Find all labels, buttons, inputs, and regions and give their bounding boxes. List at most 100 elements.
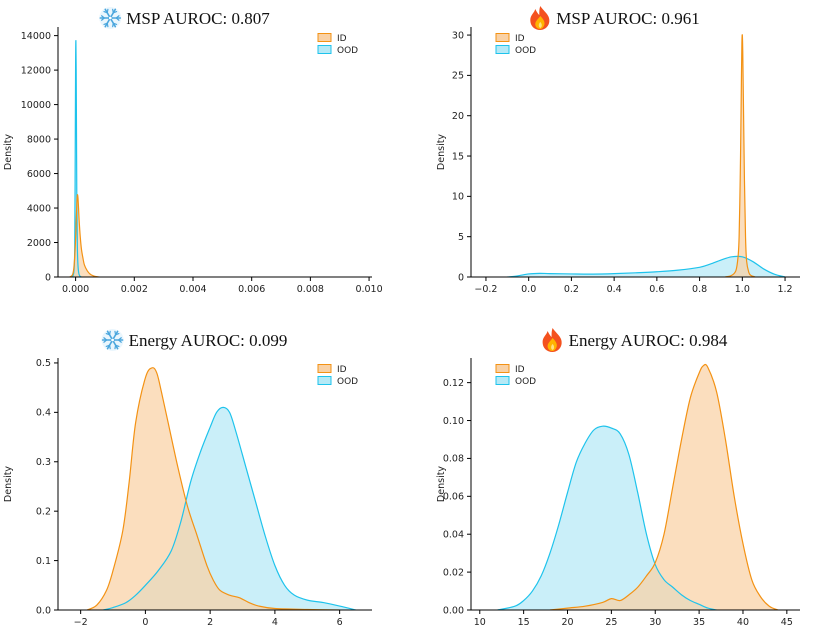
legend-label-id: ID bbox=[515, 365, 525, 375]
density-fill-id bbox=[549, 364, 779, 610]
y-tick-label: 14000 bbox=[21, 31, 51, 42]
y-axis-label: Density bbox=[436, 466, 447, 502]
fire-icon bbox=[542, 328, 562, 352]
y-tick-label: 0.02 bbox=[443, 567, 464, 578]
x-tick-label: 6 bbox=[337, 617, 343, 628]
x-tick-label: 30 bbox=[649, 617, 661, 628]
x-tick-label: 0.004 bbox=[179, 284, 206, 295]
y-tick-label: 10000 bbox=[21, 100, 51, 111]
chart-title-text: MSP AUROC: 0.961 bbox=[556, 9, 699, 28]
legend-label-id: ID bbox=[515, 34, 525, 44]
chart-panel-4: 10 15 20 25 30 35 40 45 0.00 0.02 0.04 0.06 0.08 0.10… bbox=[436, 328, 800, 628]
legend-swatch-id bbox=[495, 364, 510, 373]
x-tick-label: 25 bbox=[605, 617, 617, 628]
y-tick-label: 15 bbox=[452, 151, 464, 162]
x-tick-label: 1.0 bbox=[735, 284, 750, 295]
x-tick-label: 0.8 bbox=[692, 284, 707, 295]
x-tick-label: 1.2 bbox=[777, 284, 792, 295]
y-tick-label: 0.04 bbox=[443, 530, 464, 541]
density-line-ood bbox=[103, 406, 356, 610]
x-tick-label: 45 bbox=[781, 617, 793, 628]
legend-label-ood: OOD bbox=[515, 377, 536, 387]
legend-swatch-id bbox=[317, 33, 332, 42]
chart-title: Energy AUROC: 0.099 bbox=[101, 329, 288, 351]
x-tick-label: 20 bbox=[561, 617, 573, 628]
x-tick-label: 0.2 bbox=[564, 284, 579, 295]
legend-swatch-ood bbox=[317, 376, 332, 385]
y-tick-label: 0.0 bbox=[36, 605, 51, 616]
density-line-id bbox=[86, 367, 340, 610]
x-tick-label: 0.6 bbox=[649, 284, 664, 295]
chart-panel-2: −0.2 0.0 0.2 0.4 0.6 0.8 1.0 1.2 0 5 10 15 20 25 30 Den… bbox=[436, 6, 800, 295]
y-tick-label: 5 bbox=[458, 232, 464, 243]
chart-title-text: Energy AUROC: 0.984 bbox=[569, 331, 728, 350]
x-tick-label: 0.008 bbox=[297, 284, 324, 295]
y-tick-label: 12000 bbox=[21, 65, 51, 76]
density-fill-id bbox=[725, 34, 756, 277]
legend-swatch-ood bbox=[495, 45, 510, 54]
y-tick-label: 10 bbox=[452, 192, 464, 203]
x-tick-label: −2 bbox=[74, 617, 88, 628]
y-tick-label: 6000 bbox=[27, 169, 51, 180]
y-axis-label: Density bbox=[3, 466, 14, 502]
x-tick-label: 0.002 bbox=[121, 284, 148, 295]
x-tick-label: 0 bbox=[142, 617, 148, 628]
y-tick-label: 0 bbox=[458, 272, 464, 283]
x-tick-label: −0.2 bbox=[474, 284, 497, 295]
chart-title-text: Energy AUROC: 0.099 bbox=[129, 331, 288, 350]
x-tick-label: 0.010 bbox=[355, 284, 382, 295]
legend-label-ood: OOD bbox=[337, 46, 358, 56]
y-tick-label: 0.1 bbox=[36, 556, 51, 567]
y-tick-label: 30 bbox=[452, 30, 464, 41]
y-tick-label: 0.12 bbox=[443, 378, 464, 389]
density-line-ood bbox=[507, 255, 786, 277]
density-line-ood bbox=[71, 40, 82, 277]
y-axis-label: Density bbox=[3, 134, 14, 170]
fire-icon bbox=[530, 6, 550, 30]
density-fill-ood bbox=[497, 426, 717, 610]
legend-label-id: ID bbox=[337, 34, 347, 44]
x-tick-label: 15 bbox=[518, 617, 530, 628]
y-tick-label: 0.06 bbox=[443, 492, 464, 503]
x-tick-label: 0.000 bbox=[62, 284, 89, 295]
y-tick-label: 8000 bbox=[27, 134, 51, 145]
y-tick-label: 0.4 bbox=[36, 408, 51, 419]
legend: ID OOD bbox=[495, 364, 536, 387]
y-axis-label: Density bbox=[436, 134, 447, 170]
y-tick-label: 4000 bbox=[27, 203, 51, 214]
y-tick-label: 0.2 bbox=[36, 506, 51, 517]
legend-label-ood: OOD bbox=[515, 46, 536, 56]
legend-swatch-id bbox=[495, 33, 510, 42]
y-tick-label: 20 bbox=[452, 111, 464, 122]
density-line-id bbox=[549, 363, 779, 610]
chart-title: MSP AUROC: 0.961 bbox=[530, 6, 700, 30]
x-tick-label: 0.4 bbox=[607, 284, 622, 295]
y-tick-label: 0 bbox=[45, 272, 51, 283]
chart-panel-1: 0.000 0.002 0.004 0.006 0.008 0.010 0 2000 4000 6… bbox=[3, 7, 383, 295]
x-tick-label: 0.006 bbox=[238, 284, 265, 295]
chart-title: MSP AUROC: 0.807 bbox=[99, 7, 270, 29]
density-line-id bbox=[725, 34, 756, 277]
legend-swatch-ood bbox=[495, 376, 510, 385]
density-line-id bbox=[69, 194, 100, 277]
legend: ID OOD bbox=[495, 33, 536, 56]
legend: ID OOD bbox=[317, 364, 358, 387]
x-tick-label: 4 bbox=[272, 617, 278, 628]
density-line-ood bbox=[497, 425, 717, 610]
y-tick-label: 0.5 bbox=[36, 358, 51, 369]
chart-title-text: MSP AUROC: 0.807 bbox=[126, 9, 270, 28]
snowflake-icon bbox=[99, 7, 122, 29]
density-fill-id bbox=[87, 367, 340, 610]
x-tick-label: 40 bbox=[737, 617, 749, 628]
legend-swatch-ood bbox=[317, 45, 332, 54]
chart-panel-3: −2 0 2 4 6 0.0 0.1 0.2 0.3 0.4 0.5 Density Energy AU… bbox=[3, 329, 372, 628]
x-tick-label: 2 bbox=[207, 617, 213, 628]
x-tick-label: 35 bbox=[693, 617, 705, 628]
x-tick-label: 0.0 bbox=[521, 284, 536, 295]
legend-label-ood: OOD bbox=[337, 377, 358, 387]
chart-title: Energy AUROC: 0.984 bbox=[542, 328, 728, 352]
legend-swatch-id bbox=[317, 364, 332, 373]
density-fill-ood bbox=[103, 407, 356, 610]
density-fill-ood bbox=[507, 256, 786, 277]
